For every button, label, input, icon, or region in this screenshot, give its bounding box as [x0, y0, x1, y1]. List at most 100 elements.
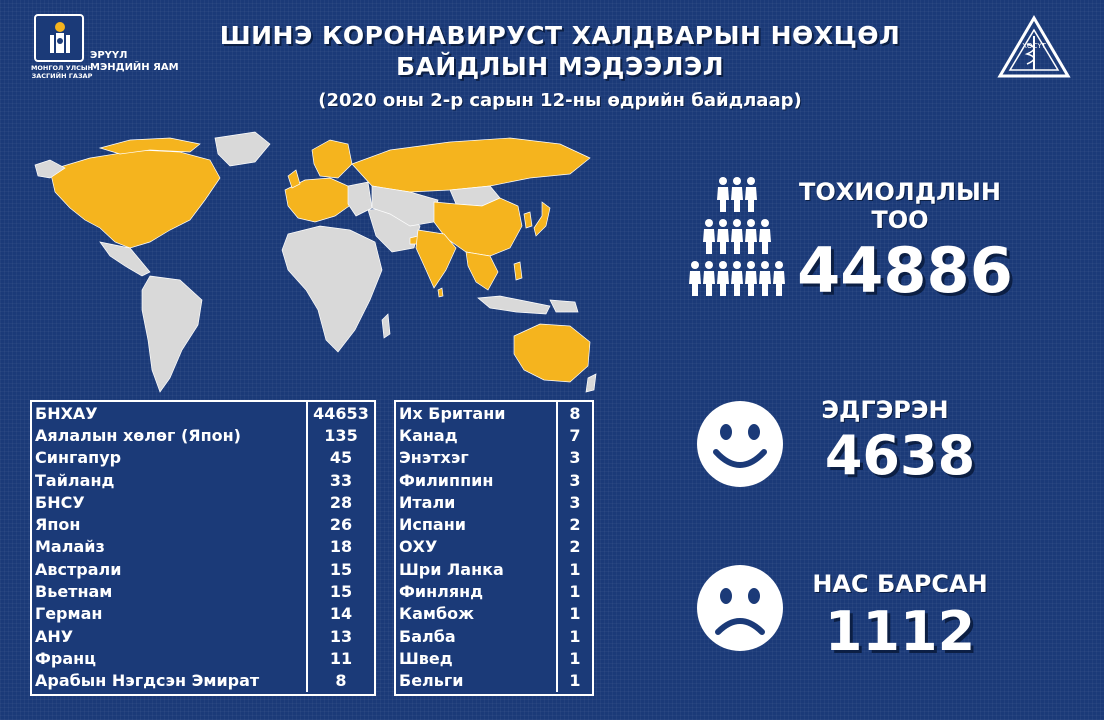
map-greenland [214, 131, 271, 167]
table-row: ОХУ 2 [396, 535, 592, 559]
ministry-name-line2: МЭНДИЙН ЯАМ [90, 62, 179, 73]
map-uk [287, 169, 301, 189]
table-row: Аялалын хөлөг (Япон) 135 [32, 424, 374, 447]
table-row: Австрали 15 [32, 558, 374, 581]
country-name: Бельги [399, 671, 464, 691]
person-icon [689, 261, 701, 296]
map-korea [523, 211, 533, 229]
ministry-name: ЭРҮҮЛ МЭНДИЙН ЯАМ [90, 50, 179, 74]
map-new-guinea [549, 299, 579, 313]
country-name: Шри Ланка [399, 559, 504, 579]
map-india [415, 229, 457, 289]
case-count: 3 [556, 491, 592, 514]
map-russia [351, 137, 591, 193]
person-icon [745, 177, 757, 212]
table-row: Итали 3 [396, 491, 592, 514]
title-line1: ШИНЭ КОРОНАВИРУСТ ХАЛДВАРЫН НӨХЦӨЛ [219, 21, 901, 50]
map-alaska [34, 159, 66, 179]
page-title: ШИНЭ КОРОНАВИРУСТ ХАЛДВАРЫН НӨХЦӨЛ БАЙДЛ… [200, 20, 920, 82]
map-australia [513, 323, 591, 383]
cases-label-line2: ТОО [871, 206, 929, 234]
case-count: 2 [556, 513, 592, 536]
person-icon [717, 177, 729, 212]
table-row: Филиппин 3 [396, 468, 592, 492]
corner-logo-text: ХӨСҮТ [1022, 42, 1046, 50]
country-name: Сингапур [35, 448, 122, 468]
country-name: БНСУ [35, 492, 85, 512]
recovered-label: ЭДГЭРЭН [821, 396, 949, 424]
case-count: 7 [556, 424, 592, 447]
table-row: Арабын Нэгдсэн Эмират 8 [32, 669, 374, 692]
country-name: АНУ [35, 626, 74, 646]
country-name: Их Британи [399, 403, 506, 423]
ministry-logo: МОНГОЛ УЛСЫН ЗАСГИЙН ГАЗАР ЭРҮҮЛ МЭНДИЙН… [30, 14, 180, 86]
person-icon [745, 261, 757, 296]
country-name: Малайз [35, 537, 105, 557]
table-row: БНСУ 28 [32, 491, 374, 514]
page-subtitle: (2020 оны 2-р сарын 12-ны өдрийн байдлаа… [318, 90, 802, 111]
country-name: Швед [399, 648, 453, 668]
map-scandinavia [311, 139, 353, 179]
table-row: Шри Ланка 1 [396, 558, 592, 581]
people-group-icon [689, 177, 785, 296]
case-count: 15 [306, 558, 374, 581]
world-map [34, 131, 597, 393]
table-row: АНУ 13 [32, 624, 374, 648]
country-name: Франц [35, 648, 97, 668]
person-icon [745, 219, 757, 254]
case-count: 1 [556, 558, 592, 581]
mongolia-emblem-icon [34, 14, 84, 62]
person-icon [759, 219, 771, 254]
case-count: 3 [556, 468, 592, 492]
map-se-asia [465, 251, 499, 291]
country-name: Финлянд [399, 582, 484, 602]
table-row: Малайз 18 [32, 535, 374, 559]
smiley-face-icon [697, 401, 783, 487]
table-row: Герман 14 [32, 602, 374, 625]
deaths-value: 1112 [824, 600, 976, 663]
country-name: ОХУ [399, 537, 438, 557]
country-name: Арабын Нэгдсэн Эмират [35, 671, 260, 691]
person-icon [703, 261, 715, 296]
cases-value: 44886 [797, 234, 1013, 307]
case-count: 33 [306, 468, 374, 492]
deaths-label: НАС БАРСАН [812, 570, 988, 598]
case-count: 135 [306, 424, 374, 447]
country-name: Балба [399, 626, 456, 646]
case-count: 45 [306, 446, 374, 469]
person-icon [717, 219, 729, 254]
table-row: Франц 11 [32, 647, 374, 670]
table-row: Япон 26 [32, 513, 374, 536]
person-icon [731, 177, 743, 212]
country-name: Япон [35, 515, 81, 535]
table-row: Канад 7 [396, 424, 592, 447]
table-row: Балба 1 [396, 624, 592, 648]
country-name: Вьетнам [35, 582, 113, 602]
cases-label: ТОХИОЛДЛЫН ТОО [790, 178, 1010, 234]
table-row: Вьетнам 15 [32, 580, 374, 603]
logo-small-text: МОНГОЛ УЛСЫН ЗАСГИЙН ГАЗАР [30, 64, 94, 80]
person-icon [703, 219, 715, 254]
table-row: Швед 1 [396, 647, 592, 670]
map-europe-east [347, 181, 373, 217]
person-icon [717, 261, 729, 296]
case-count: 8 [556, 402, 592, 425]
country-name: Австрали [35, 559, 122, 579]
country-name: Канад [399, 425, 458, 445]
case-count: 11 [306, 647, 374, 670]
map-south-america [141, 275, 203, 393]
person-icon [759, 261, 771, 296]
table-row: Бельги 1 [396, 669, 592, 692]
case-count: 1 [556, 580, 592, 603]
map-central-asia [371, 185, 439, 227]
map-europe-affected [284, 177, 353, 223]
case-count: 1 [556, 624, 592, 648]
case-count: 1 [556, 602, 592, 625]
table-row: БНХАУ 44653 [32, 402, 374, 425]
case-count: 1 [556, 647, 592, 670]
country-name: БНХАУ [35, 403, 98, 423]
table-row: Камбож 1 [396, 602, 592, 625]
country-name: Тайланд [35, 470, 115, 490]
title-line2: БАЙДЛЫН МЭДЭЭЛЭЛ [396, 52, 724, 81]
country-name: Филиппин [399, 470, 494, 490]
